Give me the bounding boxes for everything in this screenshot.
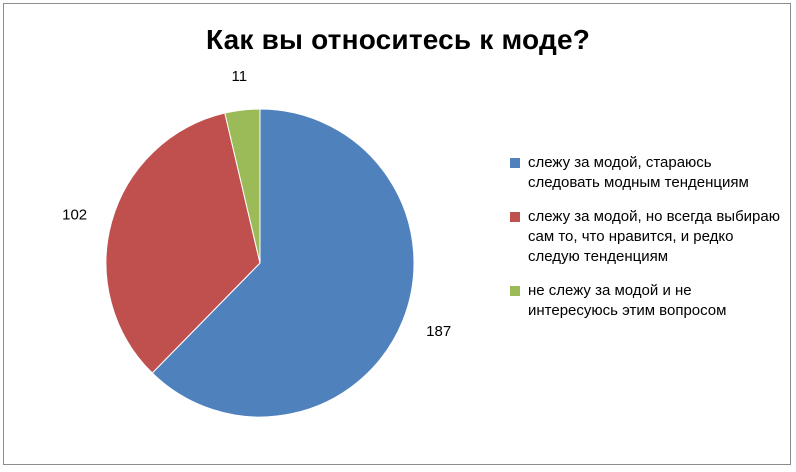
- pie-slice-own-taste: [105, 112, 261, 374]
- legend-swatch: [510, 158, 520, 168]
- legend-label: не слежу за модой и не интересуюсь этим …: [528, 282, 727, 319]
- data-label: 102: [62, 207, 87, 224]
- legend: слежу за модой, стараюсь следовать модны…: [510, 153, 780, 335]
- legend-label: слежу за модой, но всегда выбираю сам то…: [528, 208, 780, 265]
- legend-swatch: [510, 286, 520, 296]
- legend-item-follow-trends: слежу за модой, стараюсь следовать модны…: [510, 153, 780, 193]
- legend-item-not-interested: не слежу за модой и не интересуюсь этим …: [510, 281, 780, 321]
- chart-title: Как вы относитесь к моде?: [205, 24, 591, 55]
- legend-swatch: [510, 212, 520, 222]
- pie-slice-not-interested: [224, 108, 261, 264]
- data-label: 11: [232, 68, 248, 85]
- legend-label: слежу за модой, стараюсь следовать модны…: [528, 154, 749, 191]
- data-label: 187: [426, 323, 451, 340]
- pie-slice-follow-trends: [151, 108, 415, 418]
- legend-item-own-taste: слежу за модой, но всегда выбираю сам то…: [510, 207, 780, 267]
